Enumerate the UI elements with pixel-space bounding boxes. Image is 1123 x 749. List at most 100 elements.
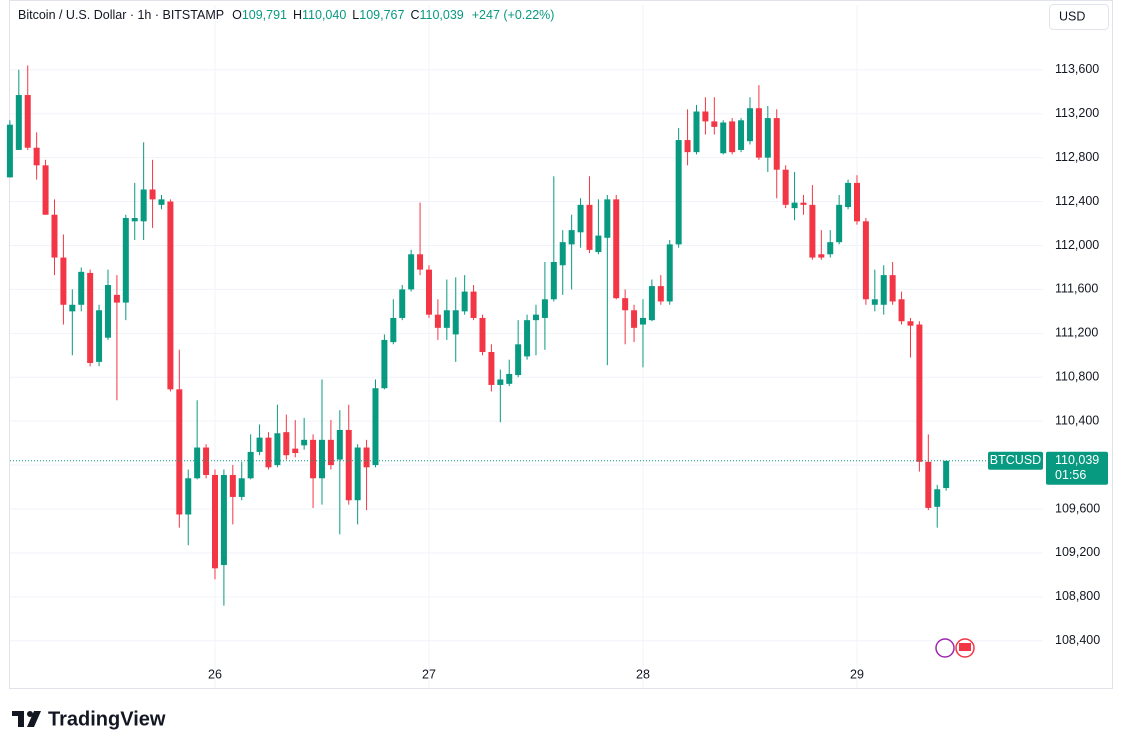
candle-body xyxy=(845,182,852,208)
candle-body xyxy=(898,299,905,322)
x-tick-label: 27 xyxy=(422,667,436,681)
candle-body xyxy=(586,204,593,250)
candle-body xyxy=(452,310,459,335)
candle-body xyxy=(238,478,245,497)
candle-body xyxy=(33,147,40,166)
candle-body xyxy=(265,437,272,468)
candle-body xyxy=(220,474,227,566)
candle-body xyxy=(595,235,602,253)
o-value: 109,791 xyxy=(242,8,287,22)
candle-body xyxy=(657,286,664,302)
l-value: 109,767 xyxy=(359,8,404,22)
candle-body xyxy=(69,304,76,312)
candle-body xyxy=(559,242,566,266)
candle-body xyxy=(336,429,343,460)
candle-body xyxy=(818,254,825,258)
legend-header: Bitcoin / U.S. Dollar · 1h · BITSTAMP O10… xyxy=(18,8,554,22)
candle-body xyxy=(417,254,424,270)
y-tick-label: 108,800 xyxy=(1055,589,1100,603)
candle-body xyxy=(497,379,504,385)
y-tick-label: 108,400 xyxy=(1055,633,1100,647)
chart-frame xyxy=(9,0,1113,689)
candle-body xyxy=(131,218,138,222)
y-tick-label: 110,800 xyxy=(1055,370,1099,384)
candle-body xyxy=(327,439,334,466)
candle-body xyxy=(372,388,379,466)
y-tick-label: 111,600 xyxy=(1055,282,1098,296)
y-tick-label: 109,200 xyxy=(1055,545,1100,559)
candle-body xyxy=(871,299,878,305)
countdown-label: 01:56 xyxy=(1055,468,1086,482)
y-tick-label: 112,800 xyxy=(1055,150,1099,164)
candle-body xyxy=(853,182,860,222)
candle-body xyxy=(720,122,727,154)
candle-body xyxy=(639,317,646,325)
candles xyxy=(6,65,950,606)
candle-body xyxy=(15,95,22,150)
candle-body xyxy=(577,204,584,233)
candle-body xyxy=(176,389,183,515)
candle-body xyxy=(746,108,753,142)
candle-body xyxy=(470,291,477,318)
candle-body xyxy=(78,271,85,305)
candle-body xyxy=(51,214,58,258)
candle-body xyxy=(381,339,388,389)
candle-body xyxy=(755,108,762,158)
candle-body xyxy=(434,314,441,328)
symbol-tag-box xyxy=(988,451,1043,470)
candle-body xyxy=(158,199,165,205)
candle-body xyxy=(764,118,771,158)
l-key: L xyxy=(352,8,359,22)
candle-body xyxy=(408,254,415,290)
h-value: 110,040 xyxy=(302,8,346,22)
y-tick-label: 112,400 xyxy=(1055,194,1099,208)
c-value: 110,039 xyxy=(419,8,463,22)
candle-body xyxy=(622,298,629,311)
candle-body xyxy=(880,275,887,305)
candle-body xyxy=(24,95,31,148)
indicator-icons xyxy=(935,638,975,658)
candle-body xyxy=(925,461,932,508)
candle-body xyxy=(631,310,638,328)
last-price-label: 110,039 xyxy=(1055,453,1099,467)
candle-body xyxy=(943,460,950,489)
symbol-tag: BTCUSD xyxy=(990,453,1041,467)
candle-body xyxy=(800,202,807,205)
candle-body xyxy=(738,120,745,150)
candle-body xyxy=(167,201,174,390)
candle-body xyxy=(211,474,218,569)
candle-body xyxy=(782,169,789,205)
candle-body xyxy=(318,439,325,479)
candle-body xyxy=(934,489,941,507)
candle-body xyxy=(648,286,655,321)
candle-body xyxy=(568,230,575,245)
candle-body xyxy=(666,244,673,302)
candle-body xyxy=(390,317,397,343)
candle-body xyxy=(42,165,49,215)
currency-button[interactable] xyxy=(1049,4,1109,30)
brand-logo xyxy=(12,711,41,727)
candle-body xyxy=(550,261,557,300)
candle-body xyxy=(443,310,450,328)
candle-body xyxy=(104,285,111,338)
candle-body xyxy=(836,204,843,243)
candle-body xyxy=(229,474,236,497)
candle-body xyxy=(96,310,103,362)
change: +247 (+0.22%) xyxy=(472,8,555,22)
candle-body xyxy=(479,317,486,352)
y-tick-label: 110,400 xyxy=(1055,413,1099,427)
x-tick-label: 29 xyxy=(850,667,864,681)
x-tick-label: 28 xyxy=(636,667,650,681)
c-key: C xyxy=(410,8,419,22)
candle-body xyxy=(532,314,539,321)
candle-body xyxy=(461,291,468,312)
candle-body xyxy=(203,447,210,475)
candle-body xyxy=(301,439,308,446)
last-price-box xyxy=(1046,451,1108,485)
candle-body xyxy=(283,432,290,456)
currency-label[interactable]: USD xyxy=(1059,9,1085,23)
y-tick-label: 111,200 xyxy=(1055,326,1098,340)
symbol-title: Bitcoin / U.S. Dollar · 1h · BITSTAMP xyxy=(18,8,224,22)
candle-body xyxy=(809,204,816,258)
